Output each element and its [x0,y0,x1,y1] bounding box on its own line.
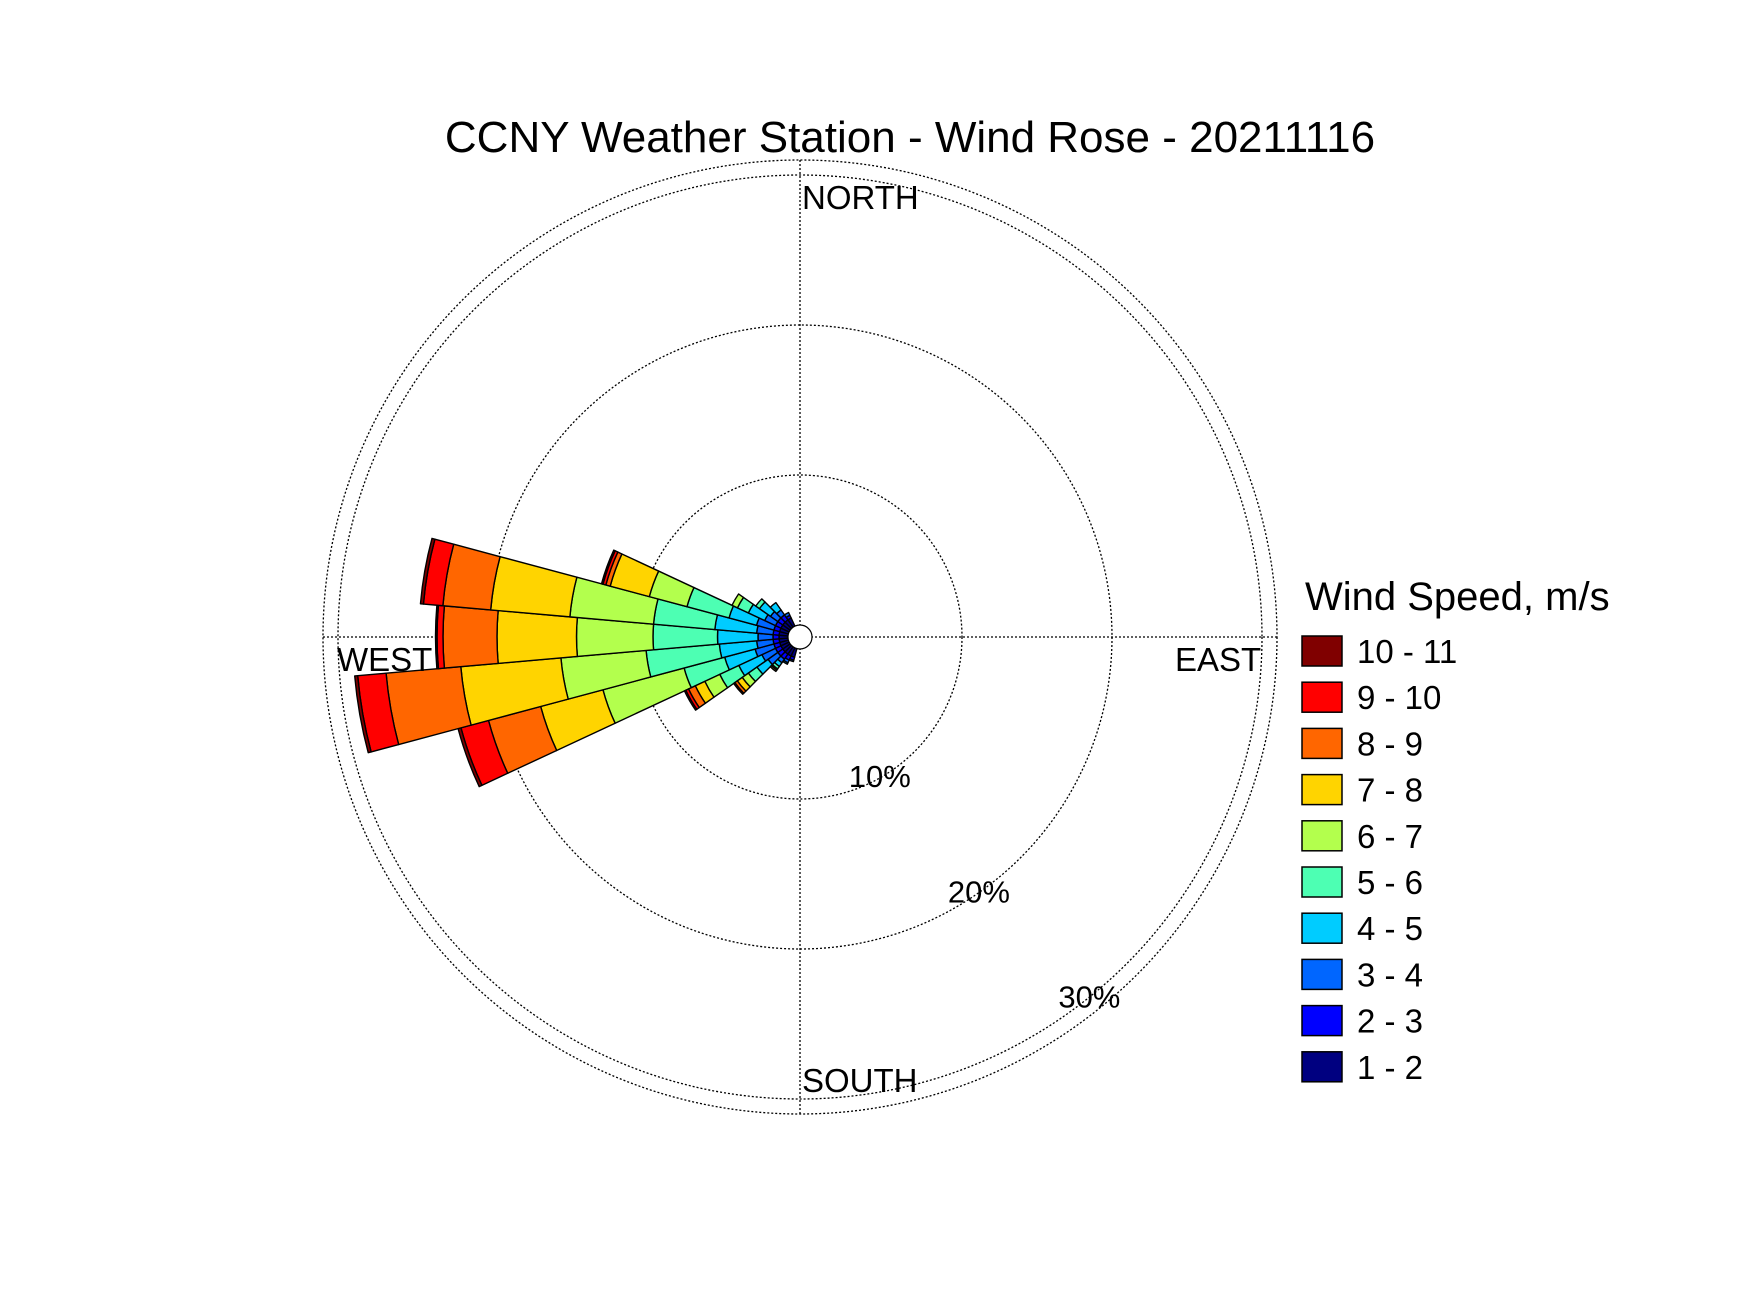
direction-label-north: NORTH [802,179,919,216]
legend-swatch-7 [1301,773,1343,806]
legend-swatch-6 [1301,820,1343,852]
sector-330-bin-3 [783,611,791,619]
chart-title: CCNY Weather Station - Wind Rose - 20211… [445,113,1375,162]
legend-label-2: 2 - 3 [1357,1003,1423,1040]
wind-sectors [354,537,798,788]
center-marker [787,624,813,650]
direction-label-west: WEST [337,641,432,678]
legend-swatch-2 [1301,1004,1343,1037]
legend-label-7: 7 - 8 [1357,772,1423,809]
legend-label-6: 6 - 7 [1357,818,1423,855]
legend-swatch-3 [1301,958,1343,991]
sector-310-bin-5 [755,598,766,610]
legend-label-3: 3 - 4 [1357,956,1423,993]
direction-label-east: EAST [1175,641,1261,678]
sector-300-bin-6 [731,593,745,609]
sector-260-bin-8 [385,665,472,746]
legend-swatch-10 [1301,635,1343,667]
sector-290-bin-10 [600,549,616,585]
legend-label-4: 4 - 5 [1357,910,1423,947]
legend-swatch-5 [1301,866,1343,898]
legend-label-5: 5 - 6 [1357,864,1423,901]
legend-title: Wind Speed, m/s [1305,575,1610,619]
radial-tick-labels: 10% 20% 30% [849,759,1121,1014]
sector-270-bin-8 [442,605,499,669]
legend-label-8: 8 - 9 [1357,725,1423,762]
legend-items: 10 - 11 9 - 10 8 - 9 7 - 8 6 - 7 5 - 6 4 - 5 3 … [1301,633,1457,1086]
legend: Wind Speed, m/s 10 - 11 9 - 10 8 - 9 7 - 8 6… [1301,575,1610,1086]
legend-swatch-8 [1301,727,1343,760]
radial-tick-label-20: 20% [948,874,1010,909]
sector-270-bin-7 [496,609,579,665]
legend-swatch-1 [1301,1051,1343,1083]
sector-280-bin-7 [489,555,578,618]
sector-320-bin-4 [769,601,782,615]
sector-260-bin-10 [354,674,372,754]
legend-swatch-4 [1301,912,1343,944]
sector-200-bin-3 [788,658,795,663]
legend-swatch-9 [1301,681,1343,713]
center-calm-circle [787,624,813,650]
legend-label-1: 1 - 2 [1357,1049,1423,1086]
direction-label-south: SOUTH [802,1062,918,1099]
sector-240-bin-10 [683,689,698,711]
legend-label-9: 9 - 10 [1357,679,1441,716]
sector-210-bin-4 [782,659,789,665]
radial-tick-label-30: 30% [1058,979,1120,1014]
radial-tick-label-10: 10% [849,759,911,794]
grid-ring-30 [337,174,1263,1100]
legend-label-10: 10 - 11 [1357,633,1457,670]
sector-280-bin-10 [419,537,436,605]
sector-230-bin-9 [732,681,745,695]
sector-220-bin-7 [769,664,778,673]
